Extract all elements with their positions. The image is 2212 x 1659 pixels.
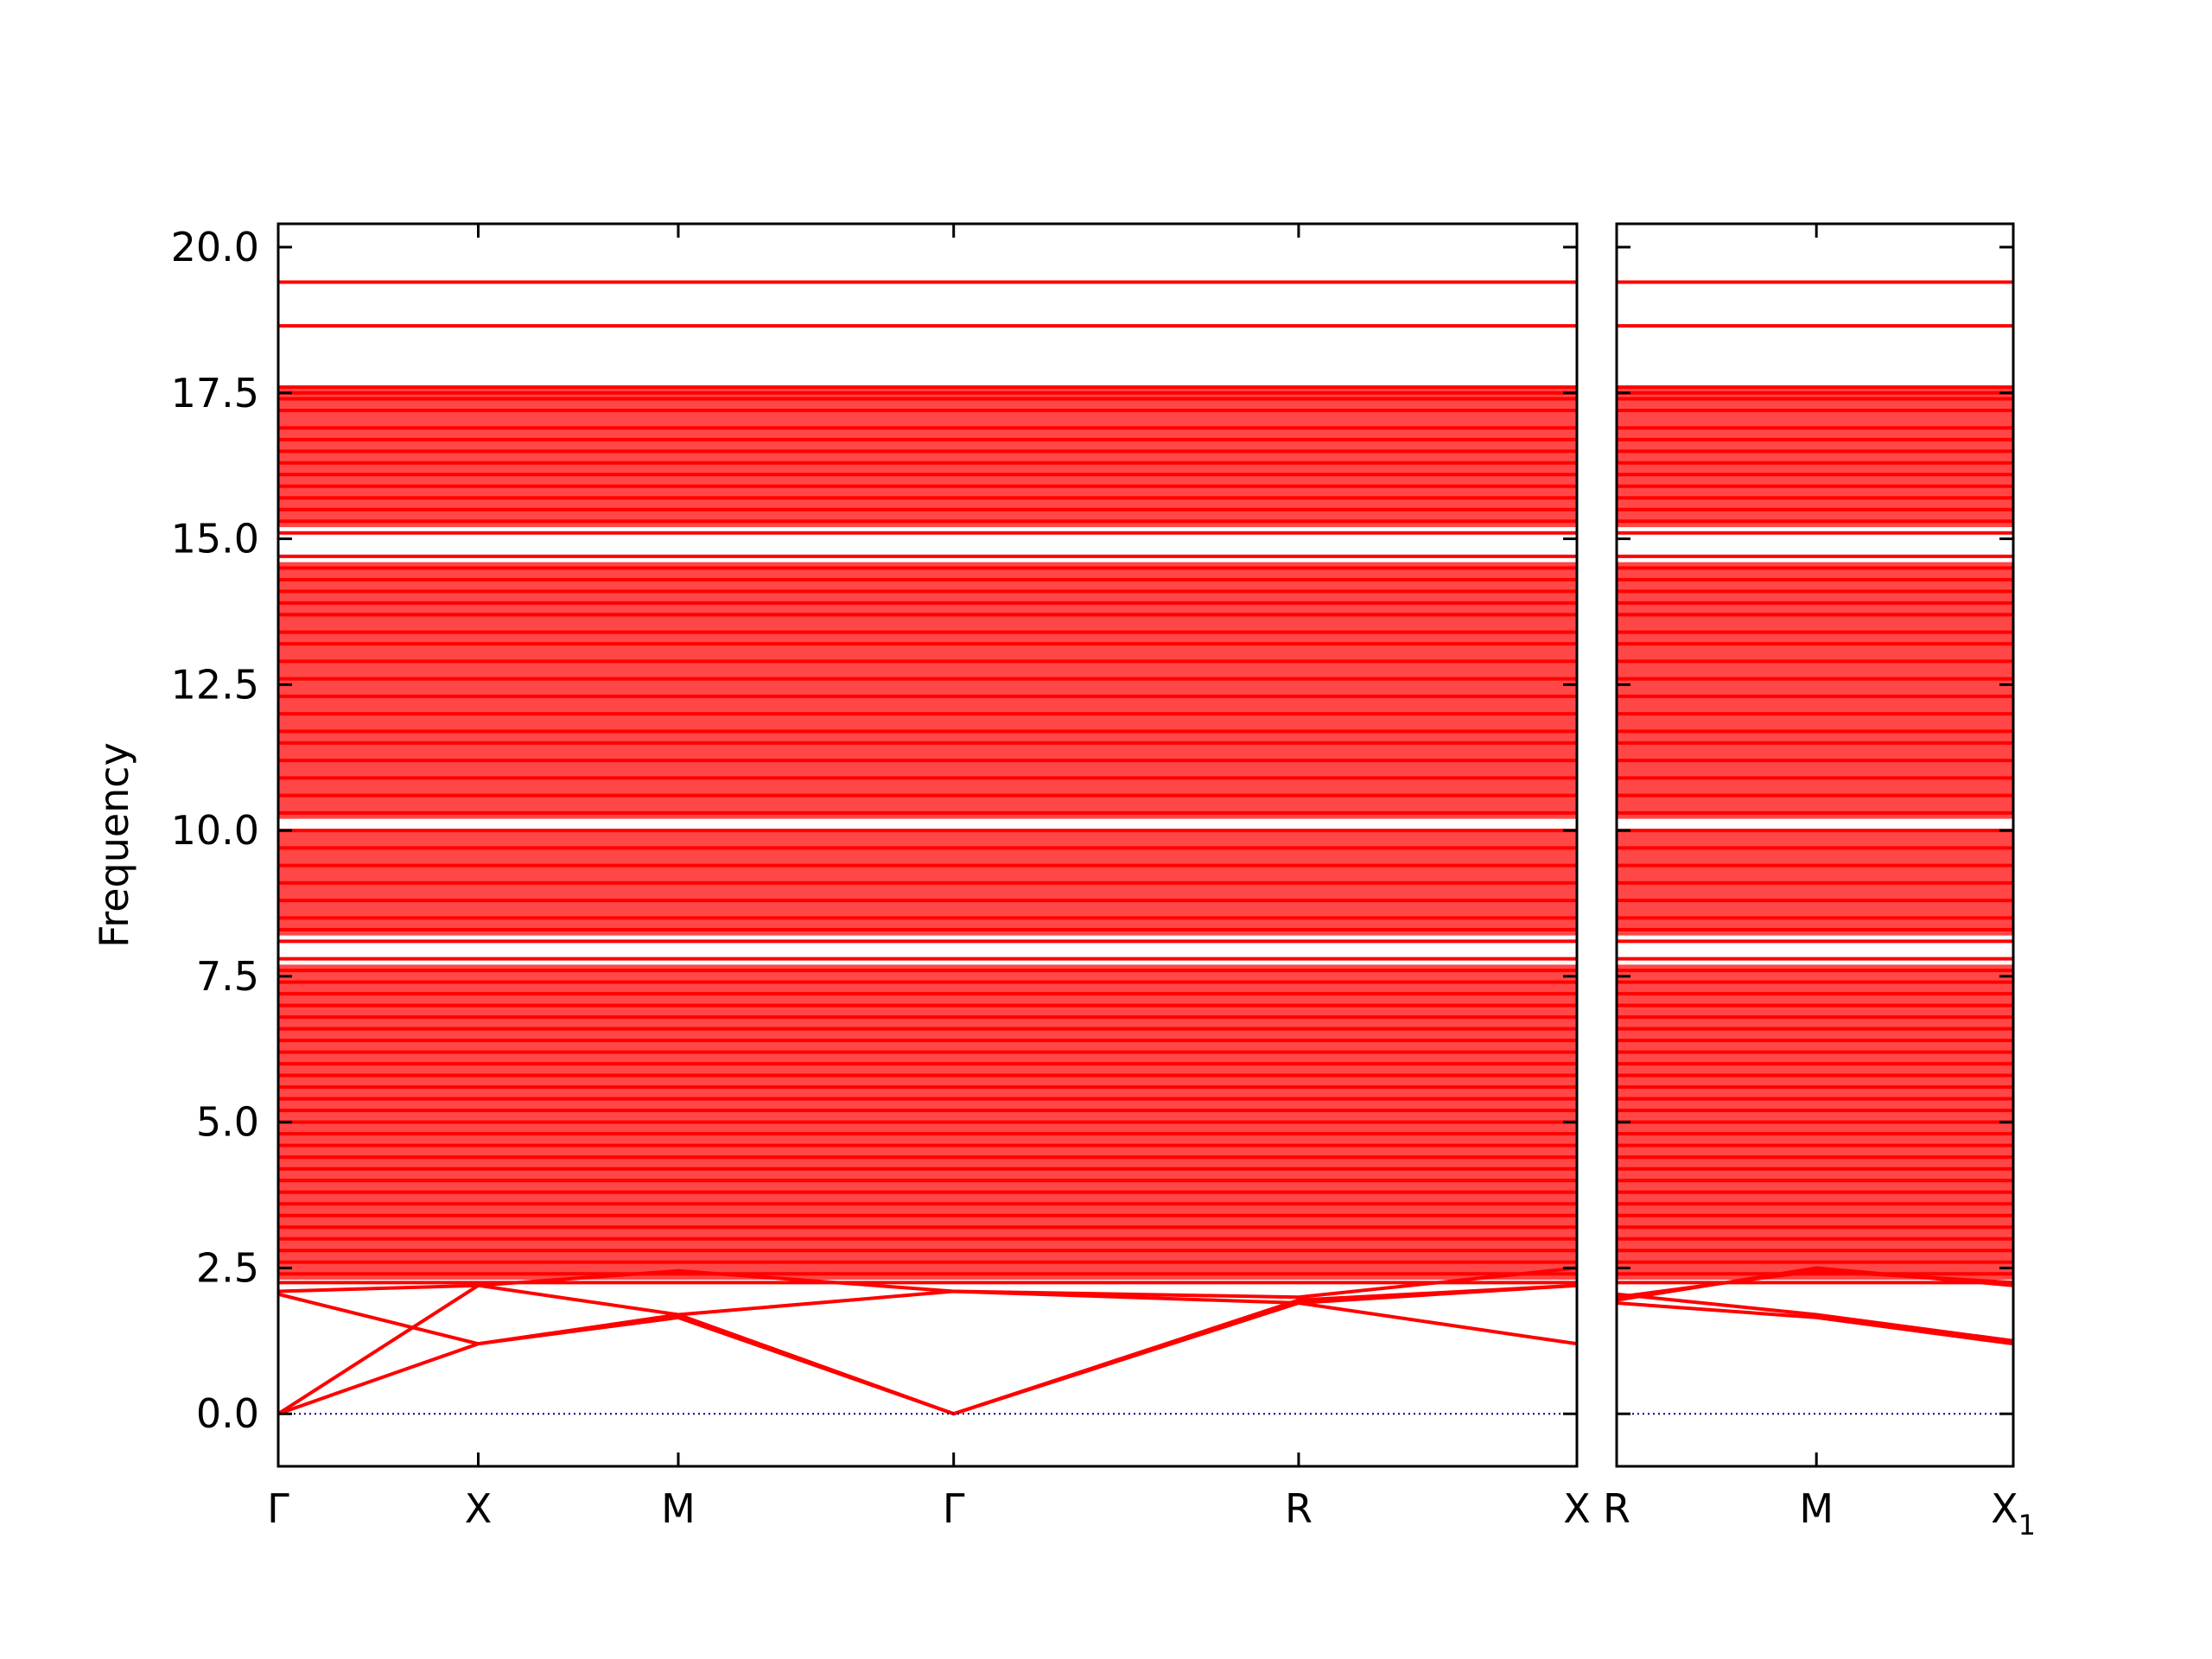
- x-tick-label: M: [661, 1485, 696, 1532]
- acoustic-band-line: [1617, 1268, 2013, 1300]
- x-tick-label: Γ: [267, 1485, 289, 1532]
- y-tick-label: 12.5: [171, 661, 259, 708]
- x-tick-label: X: [465, 1485, 493, 1532]
- y-tick-label: 17.5: [171, 370, 259, 416]
- x-tick-label: Γ: [943, 1485, 965, 1532]
- dense-band-region: [1617, 964, 2013, 1280]
- y-ticks-panel-2: [1617, 245, 2013, 1415]
- dense-band-region: [278, 387, 1577, 528]
- panel-r-m-x1: R M X1: [1603, 222, 2036, 1541]
- dense-band-region: [278, 830, 1577, 936]
- acoustic-band-line: [1617, 1301, 2013, 1346]
- x-tick-label: X1: [1991, 1485, 2036, 1541]
- acoustic-band-line: [278, 1266, 1577, 1346]
- x-tick-label: M: [1799, 1485, 1834, 1532]
- panel-1-frame: [276, 222, 1579, 1468]
- dense-band-region: [1617, 387, 2013, 528]
- acoustic-band-line: [1617, 1292, 2013, 1343]
- y-tick-label: 15.0: [171, 516, 259, 563]
- y-tick-label: 10.0: [171, 807, 259, 854]
- dense-band-region: [278, 964, 1577, 1280]
- panel-2-frame: [1615, 222, 2015, 1468]
- dense-band-region: [278, 562, 1577, 819]
- x-tick-label: X: [1563, 1485, 1591, 1532]
- x-tick-label: R: [1285, 1485, 1313, 1532]
- acoustic-band-line: [278, 1300, 1577, 1416]
- acoustic-band-line: [278, 1283, 1577, 1416]
- y-ticks-panel-1: 0.0 2.5 5.0 7.5 10.0 12.5 15.0 17.5 20.0: [171, 224, 1577, 1437]
- acoustic-band-line: [278, 1268, 1577, 1306]
- panel-gamma-x-m-gamma-r-x: 0.0 2.5 5.0 7.5 10.0 12.5 15.0 17.5 20.0 Γ X M Γ R X: [171, 222, 1591, 1532]
- dense-band-region: [1617, 562, 2013, 819]
- y-tick-label: 7.5: [196, 953, 259, 1000]
- band-lines-panel-2: [1617, 280, 2013, 1346]
- y-tick-label: 2.5: [196, 1244, 259, 1291]
- y-tick-label: 5.0: [196, 1099, 259, 1146]
- dense-band-region: [1617, 830, 2013, 936]
- y-tick-label: 20.0: [171, 224, 259, 270]
- y-axis-label: Frequency: [91, 742, 137, 948]
- x-tick-label: R: [1603, 1485, 1630, 1532]
- band-lines-panel-1: [278, 280, 1577, 1416]
- y-tick-label: 0.0: [196, 1390, 259, 1437]
